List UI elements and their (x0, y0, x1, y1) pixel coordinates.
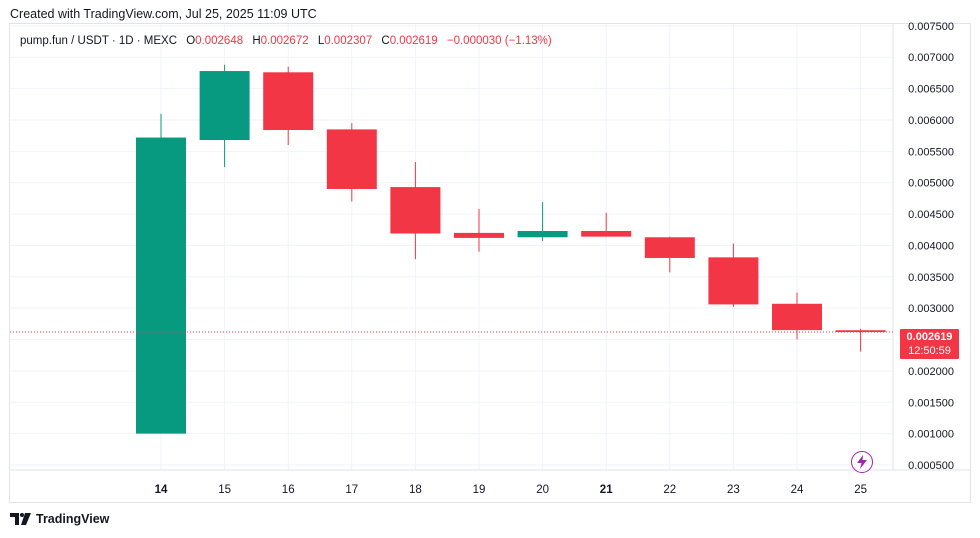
lightning-icon[interactable] (851, 451, 873, 473)
x-tick-label: 14 (155, 484, 168, 496)
x-tick-label: 24 (791, 484, 804, 496)
y-tick-label: 0.003500 (908, 272, 954, 284)
y-tick-label: 0.003000 (908, 303, 954, 315)
candle-body (517, 231, 568, 238)
ohlc-legend: pump.fun / USDT · 1D · MEXC O0.002648 H0… (20, 35, 552, 47)
x-tick-label: 18 (409, 484, 422, 496)
candle-body (772, 303, 822, 331)
logo-text: TradingView (36, 512, 110, 526)
x-tick-label: 25 (854, 484, 867, 496)
candle-body (454, 232, 504, 238)
chart-header: Created with TradingView.com, Jul 25, 20… (10, 7, 317, 21)
y-tick-label: 0.007500 (908, 21, 954, 33)
chart-frame (9, 23, 971, 503)
x-tick-label: 16 (282, 484, 295, 496)
candle-body (326, 129, 377, 189)
legend-symbol[interactable]: pump.fun / USDT · 1D · MEXC (20, 35, 177, 47)
candle-body (644, 237, 695, 258)
tradingview-logo-icon (10, 513, 31, 525)
x-tick-label: 20 (536, 484, 549, 496)
lightning-glyph (857, 455, 867, 469)
legend-close-value: 0.002619 (389, 35, 438, 47)
legend-low-value: 0.002307 (324, 35, 373, 47)
legend-high-value: 0.002672 (260, 35, 309, 47)
y-tick-label: 0.005000 (908, 178, 954, 190)
last-price-tag: 0.002619 12:50:59 (900, 329, 959, 359)
x-tick-label: 17 (345, 484, 358, 496)
x-tick-label: 19 (473, 484, 486, 496)
legend-open-value: 0.002648 (195, 35, 244, 47)
legend-high-label: H (252, 35, 261, 47)
x-tick-label: 22 (663, 484, 676, 496)
legend-open-label: O (186, 35, 196, 47)
y-tick-label: 0.001500 (908, 397, 954, 409)
candle-body (136, 137, 186, 434)
y-tick-label: 0.006000 (908, 115, 954, 127)
y-tick-label: 0.005500 (908, 146, 954, 158)
y-tick-label: 0.004500 (908, 209, 954, 221)
y-tick-label: 0.004000 (908, 240, 954, 252)
candle-body (835, 330, 886, 333)
y-tick-label: 0.000500 (908, 460, 954, 472)
y-tick-label: 0.001000 (908, 429, 954, 441)
tradingview-logo[interactable]: TradingView (10, 512, 109, 526)
x-tick-label: 21 (600, 484, 613, 496)
legend-close-label: C (381, 35, 390, 47)
candle-body (390, 187, 441, 234)
legend-low-label: L (317, 35, 325, 47)
y-tick-label: 0.007000 (908, 52, 954, 64)
candle-body (199, 71, 250, 141)
y-tick-label: 0.002000 (908, 366, 954, 378)
bar-countdown: 12:50:59 (908, 345, 951, 357)
y-tick-label: 0.006500 (908, 84, 954, 96)
legend-change: −0.000030 (−1.13%) (446, 35, 552, 47)
candle-body (708, 257, 759, 305)
x-tick-label: 23 (727, 484, 740, 496)
candle-body (263, 72, 314, 131)
last-price-value: 0.002619 (906, 331, 953, 343)
x-tick-label: 15 (218, 484, 231, 496)
candle-body (581, 231, 632, 237)
